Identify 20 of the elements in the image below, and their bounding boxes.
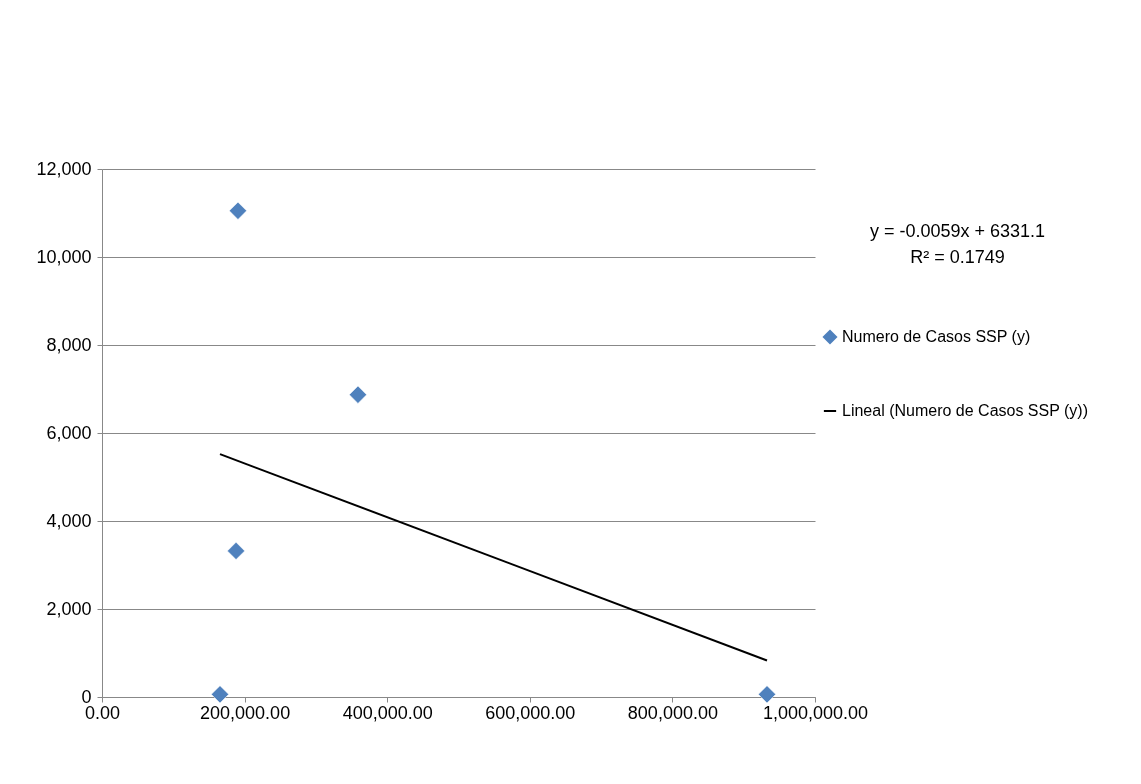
y-tick-label: 8,000 (46, 334, 92, 355)
point (758, 685, 776, 704)
text: y = -0.0059x + 6331.1 (870, 220, 1046, 243)
y-tick-label: 2,000 (46, 598, 92, 619)
x-tick-label: 400,000.00 (342, 702, 433, 723)
y-tick-label: 12,000 (36, 158, 92, 179)
point (349, 385, 367, 404)
y-tick-label: 10,000 (36, 246, 92, 267)
legend-label: Numero de Casos SSP (y) (842, 328, 1031, 345)
x-tick-label: 800,000.00 (627, 702, 718, 723)
y-tick-label: 4,000 (46, 510, 92, 531)
text: R² = 0.1749 (909, 246, 1006, 269)
legend-label: Lineal (Numero de Casos SSP (y)) (842, 402, 1089, 419)
x-tick-label: 600,000.00 (485, 702, 576, 723)
x-tick-label: 200,000.00 (200, 702, 291, 723)
point (229, 201, 247, 220)
x-tick-label: 1,000,000.00 (762, 702, 869, 723)
point (211, 685, 229, 704)
y-tick-label: 6,000 (46, 422, 92, 443)
point (227, 542, 245, 560)
